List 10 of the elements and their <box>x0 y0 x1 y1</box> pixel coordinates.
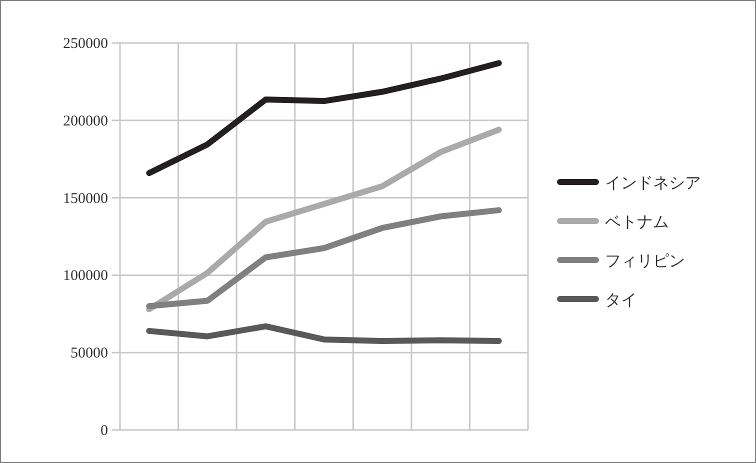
legend-label: ベトナム <box>605 214 669 231</box>
legend-label: フィリピン <box>605 253 685 270</box>
legend-label: インドネシア <box>605 175 701 192</box>
y-tick-label: 150000 <box>63 190 108 207</box>
y-tick-label: 50000 <box>70 346 108 362</box>
y-tick-label: 0 <box>100 423 108 439</box>
y-tick-label: 100000 <box>63 268 108 284</box>
y-tick-label: 250000 <box>63 36 108 52</box>
legend-label: タイ <box>605 292 637 309</box>
y-tick-label: 200000 <box>63 113 108 130</box>
